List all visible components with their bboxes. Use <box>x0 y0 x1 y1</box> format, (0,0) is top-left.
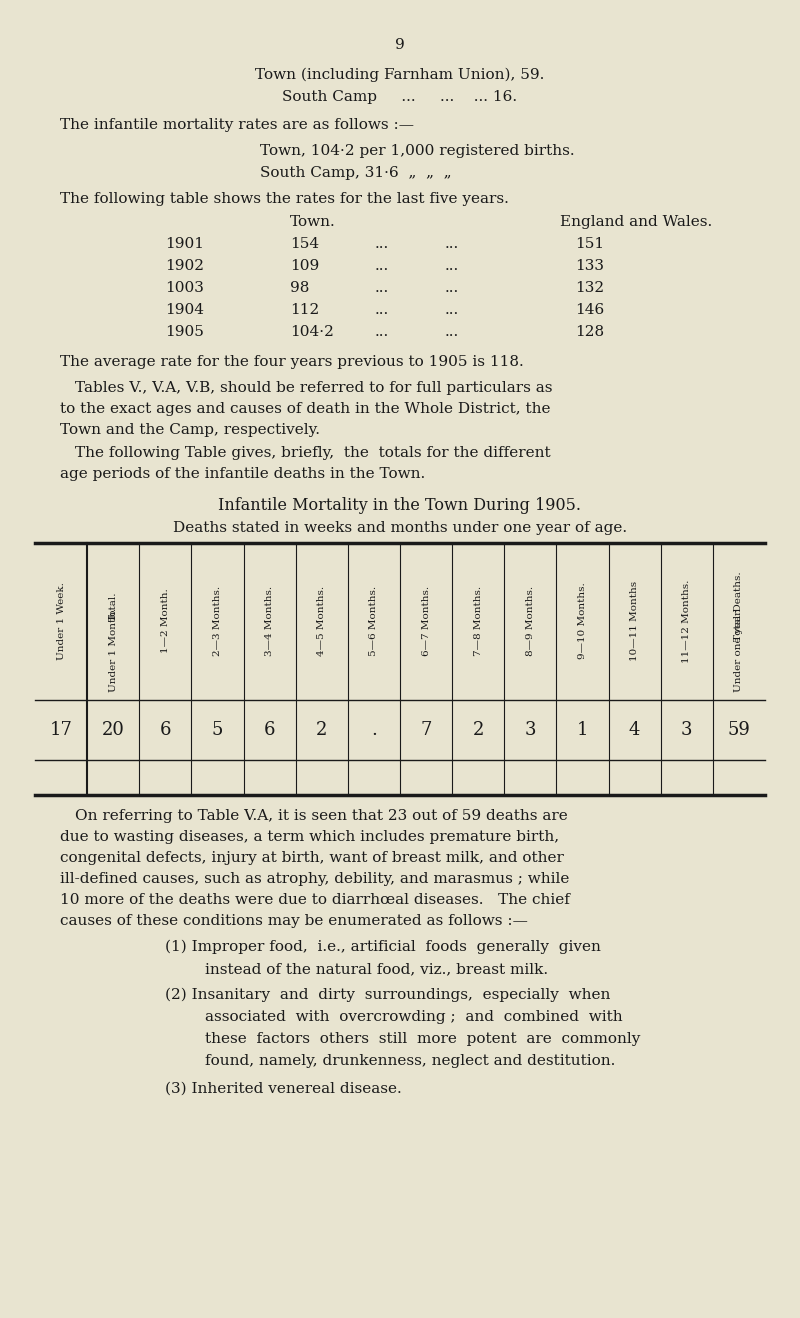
Text: 151: 151 <box>575 237 604 250</box>
Text: congenital defects, injury at birth, want of breast milk, and other: congenital defects, injury at birth, wan… <box>60 851 564 865</box>
Text: 4—5 Months.: 4—5 Months. <box>318 587 326 656</box>
Text: 7: 7 <box>420 721 432 739</box>
Text: age periods of the infantile deaths in the Town.: age periods of the infantile deaths in t… <box>60 467 426 481</box>
Text: The following table shows the rates for the last five years.: The following table shows the rates for … <box>60 192 509 206</box>
Text: 1905: 1905 <box>165 326 204 339</box>
Text: ...: ... <box>445 281 459 295</box>
Text: associated  with  overcrowding ;  and  combined  with: associated with overcrowding ; and combi… <box>205 1010 622 1024</box>
Text: 104·2: 104·2 <box>290 326 334 339</box>
Text: On referring to Table V.A, it is seen that 23 out of 59 deaths are: On referring to Table V.A, it is seen th… <box>75 809 568 822</box>
Text: Total Deaths.: Total Deaths. <box>734 571 743 641</box>
Text: Deaths stated in weeks and months under one year of age.: Deaths stated in weeks and months under … <box>173 521 627 535</box>
Text: Total.: Total. <box>109 592 118 621</box>
Text: 112: 112 <box>290 303 319 318</box>
Text: .: . <box>371 721 377 739</box>
Text: 8—9 Months.: 8—9 Months. <box>526 587 535 656</box>
Text: The following Table gives, briefly,  the  totals for the different: The following Table gives, briefly, the … <box>75 445 550 460</box>
Text: causes of these conditions may be enumerated as follows :—: causes of these conditions may be enumer… <box>60 913 528 928</box>
Text: Town and the Camp, respectively.: Town and the Camp, respectively. <box>60 423 320 438</box>
Text: instead of the natural food, viz., breast milk.: instead of the natural food, viz., breas… <box>205 962 548 977</box>
Text: found, namely, drunkenness, neglect and destitution.: found, namely, drunkenness, neglect and … <box>205 1054 615 1068</box>
Text: 9: 9 <box>395 38 405 51</box>
Text: England and Wales.: England and Wales. <box>560 215 712 229</box>
Text: 109: 109 <box>290 260 319 273</box>
Text: South Camp, 31·6  „  „  „: South Camp, 31·6 „ „ „ <box>260 166 452 181</box>
Text: 1003: 1003 <box>165 281 204 295</box>
Text: due to wasting diseases, a term which includes premature birth,: due to wasting diseases, a term which in… <box>60 830 559 844</box>
Text: 6: 6 <box>160 721 171 739</box>
Text: 10 more of the deaths were due to diarrhœal diseases.   The chief: 10 more of the deaths were due to diarrh… <box>60 894 570 907</box>
Text: 9—10 Months.: 9—10 Months. <box>578 583 587 659</box>
Text: The average rate for the four years previous to 1905 is 118.: The average rate for the four years prev… <box>60 355 524 369</box>
Text: these  factors  others  still  more  potent  are  commonly: these factors others still more potent a… <box>205 1032 640 1046</box>
Text: ...: ... <box>375 237 390 250</box>
Text: 1902: 1902 <box>165 260 204 273</box>
Text: ...: ... <box>445 237 459 250</box>
Text: Infantile Mortality in the Town During 1905.: Infantile Mortality in the Town During 1… <box>218 497 582 514</box>
Text: Under 1 Month.: Under 1 Month. <box>109 608 118 692</box>
Text: 20: 20 <box>102 721 125 739</box>
Text: Town.: Town. <box>290 215 336 229</box>
Text: ...: ... <box>375 260 390 273</box>
Text: ...: ... <box>375 281 390 295</box>
Text: Under one year.: Under one year. <box>734 608 743 692</box>
Text: 3—4 Months.: 3—4 Months. <box>265 587 274 656</box>
Text: The infantile mortality rates are as follows :—: The infantile mortality rates are as fol… <box>60 119 414 132</box>
Text: 132: 132 <box>575 281 604 295</box>
Text: 4: 4 <box>629 721 640 739</box>
Text: South Camp     ...     ...    ... 16.: South Camp ... ... ... 16. <box>282 90 518 104</box>
Text: 10—11 Months: 10—11 Months <box>630 581 639 662</box>
Text: 154: 154 <box>290 237 319 250</box>
Text: Under 1 Week.: Under 1 Week. <box>57 583 66 660</box>
Text: to the exact ages and causes of death in the Whole District, the: to the exact ages and causes of death in… <box>60 402 550 416</box>
Text: 2: 2 <box>473 721 484 739</box>
Text: 11—12 Months.: 11—12 Months. <box>682 580 691 663</box>
Text: (1) Improper food,  i.e., artificial  foods  generally  given: (1) Improper food, i.e., artificial food… <box>165 940 601 954</box>
Text: 1—2 Month.: 1—2 Month. <box>161 589 170 654</box>
Text: 146: 146 <box>575 303 604 318</box>
Text: 1: 1 <box>577 721 588 739</box>
Text: (3) Inherited venereal disease.: (3) Inherited venereal disease. <box>165 1082 402 1097</box>
Text: Town, 104·2 per 1,000 registered births.: Town, 104·2 per 1,000 registered births. <box>260 144 574 158</box>
Text: 3: 3 <box>681 721 693 739</box>
Text: Tables V., V.A, V.B, should be referred to for full particulars as: Tables V., V.A, V.B, should be referred … <box>75 381 553 395</box>
Text: 1901: 1901 <box>165 237 204 250</box>
Text: 2—3 Months.: 2—3 Months. <box>213 587 222 656</box>
Text: ill-defined causes, such as atrophy, debility, and marasmus ; while: ill-defined causes, such as atrophy, deb… <box>60 873 570 886</box>
Text: ...: ... <box>445 260 459 273</box>
Text: 128: 128 <box>575 326 604 339</box>
Text: 6—7 Months.: 6—7 Months. <box>422 587 430 656</box>
Text: (2) Insanitary  and  dirty  surroundings,  especially  when: (2) Insanitary and dirty surroundings, e… <box>165 988 610 1003</box>
Text: 17: 17 <box>50 721 73 739</box>
Text: ...: ... <box>445 326 459 339</box>
Text: ...: ... <box>445 303 459 318</box>
Text: ...: ... <box>375 303 390 318</box>
Text: 3: 3 <box>525 721 536 739</box>
Text: 6: 6 <box>264 721 275 739</box>
Text: 59: 59 <box>727 721 750 739</box>
Text: Town (including Farnham Union), 59.: Town (including Farnham Union), 59. <box>255 69 545 83</box>
Text: 1904: 1904 <box>165 303 204 318</box>
Text: 98: 98 <box>290 281 310 295</box>
Text: 2: 2 <box>316 721 327 739</box>
Text: 5—6 Months.: 5—6 Months. <box>370 587 378 656</box>
Text: ...: ... <box>375 326 390 339</box>
Text: 5: 5 <box>212 721 223 739</box>
Text: 7—8 Months.: 7—8 Months. <box>474 587 482 656</box>
Text: 133: 133 <box>575 260 604 273</box>
